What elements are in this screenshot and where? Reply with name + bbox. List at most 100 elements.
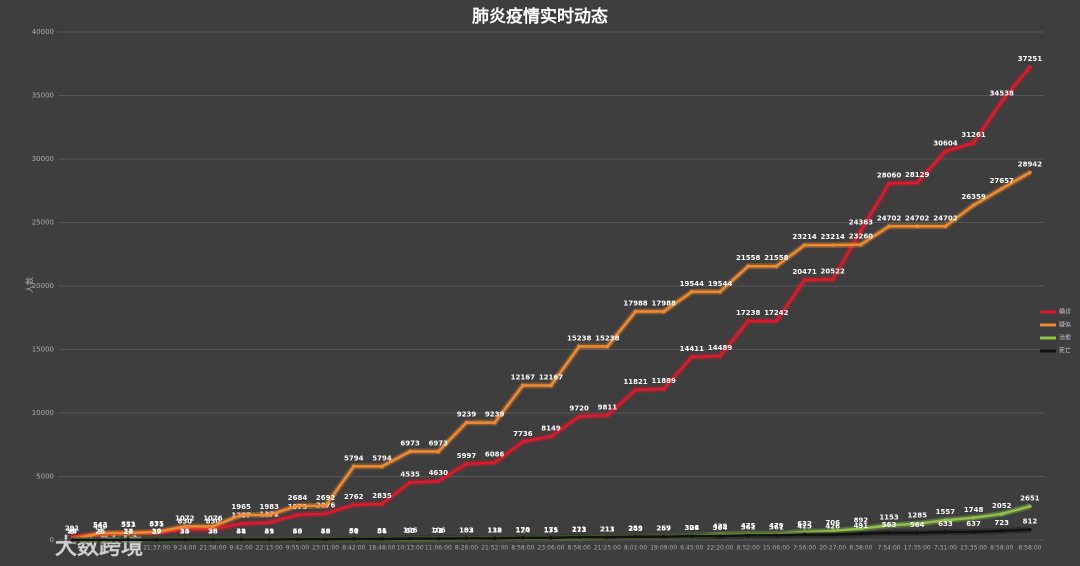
data-point (408, 449, 412, 454)
x-tick-label: 22:13:00 (256, 545, 283, 552)
data-label: 27657 (990, 177, 1014, 185)
data-point (239, 521, 243, 526)
data-point (633, 534, 638, 539)
x-tick-label: 21:58:00 (199, 545, 226, 552)
data-point (830, 529, 835, 533)
data-point (859, 228, 863, 233)
data-point (943, 149, 948, 154)
data-label: 49 (293, 527, 303, 535)
data-label: 812 (1023, 518, 1038, 526)
data-label: 892 (854, 517, 869, 525)
data-label: 9811 (598, 403, 618, 411)
data-label: 4630 (429, 469, 449, 477)
data-point (267, 520, 272, 525)
data-label: 571 (149, 521, 164, 529)
data-label: 25 (95, 528, 105, 536)
data-label: 26359 (961, 193, 985, 201)
data-point (943, 530, 948, 534)
data-label: 1076 (203, 514, 223, 522)
data-label: 21558 (764, 254, 788, 262)
data-label: 7736 (513, 430, 533, 438)
data-label: 19544 (680, 280, 704, 288)
x-tick-label: 8:26:00 (455, 545, 478, 552)
legend-label: 确诊 (1059, 308, 1071, 316)
data-point (295, 537, 300, 542)
data-label: 38 (236, 528, 246, 536)
data-point (380, 464, 384, 469)
data-label: 21558 (736, 254, 760, 262)
data-point (915, 224, 920, 229)
data-point (830, 277, 835, 282)
data-point (830, 243, 835, 247)
data-point (70, 534, 74, 539)
data-label: 723 (994, 519, 1009, 527)
x-tick-label: 10:13:00 (397, 545, 424, 552)
data-label: 26 (208, 528, 218, 536)
data-point (577, 535, 581, 540)
data-label: 20471 (792, 268, 816, 276)
x-tick-label: 23:01:00 (312, 545, 339, 552)
x-tick-label: 20:27:00 (819, 545, 846, 552)
data-point (295, 504, 300, 508)
data-label: 28942 (1018, 160, 1042, 168)
x-tick-label: 7:31:00 (934, 545, 957, 552)
data-point (943, 518, 948, 523)
data-label: 635 (149, 520, 164, 528)
data-label: 1748 (964, 506, 984, 514)
data-label: 41 (236, 527, 246, 535)
data-label: 304 (713, 524, 728, 532)
data-point (915, 521, 920, 526)
x-tick-label: 21:52:00 (481, 545, 508, 552)
data-label: 56 (377, 527, 387, 535)
data-label: 6086 (485, 451, 505, 459)
data-label: 304 (685, 524, 700, 532)
data-label: 106 (403, 527, 418, 535)
x-tick-label: 23:06:00 (538, 545, 565, 552)
data-label: 706 (825, 519, 840, 527)
x-tick-label: 8:01:00 (624, 545, 647, 552)
data-label: 9 (98, 528, 103, 536)
data-label: 24363 (849, 219, 873, 227)
data-label: 54 (67, 527, 77, 535)
data-point (267, 513, 272, 517)
data-point (211, 524, 215, 529)
data-label: 25 (180, 528, 190, 536)
data-point (182, 537, 187, 542)
data-point (380, 537, 384, 541)
data-label: 41 (264, 527, 274, 535)
x-tick-label: 7:56:00 (793, 545, 816, 552)
data-label: 23214 (792, 233, 816, 241)
data-point (718, 354, 722, 358)
y-tick-label: 30000 (32, 155, 54, 163)
data-label: 14489 (708, 344, 732, 352)
data-point (1028, 170, 1032, 175)
data-point (182, 524, 187, 529)
data-label: 9239 (485, 411, 505, 419)
data-label: 170 (516, 526, 531, 534)
y-tick-label: 20000 (32, 282, 54, 290)
data-point (295, 513, 300, 517)
x-tick-label: 19:09:00 (650, 545, 677, 552)
x-tick-label: 11:06:00 (425, 545, 452, 552)
y-tick-label: 35000 (32, 92, 54, 100)
data-point (943, 224, 948, 229)
data-label: 9720 (569, 405, 589, 413)
series-glow (71, 65, 1033, 540)
x-tick-label: 9:55:00 (286, 545, 309, 552)
data-point (802, 532, 807, 537)
data-label: 11889 (652, 377, 676, 385)
y-tick-label: 0 (50, 536, 54, 544)
data-label: 124 (516, 526, 531, 534)
data-point (887, 523, 891, 528)
data-point (746, 319, 750, 323)
data-label: 37251 (1018, 55, 1042, 63)
data-label: 20522 (821, 267, 845, 275)
data-label: 830 (206, 517, 221, 525)
data-point (718, 534, 722, 538)
data-label: 171 (572, 526, 587, 534)
data-point (802, 278, 807, 282)
data-point (971, 516, 976, 520)
data-point (971, 141, 976, 145)
data-label: 475 (741, 522, 756, 530)
data-point (239, 513, 243, 517)
